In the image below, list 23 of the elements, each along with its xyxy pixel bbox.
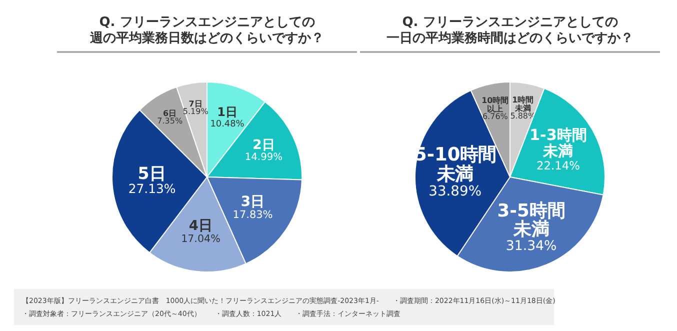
data-label: 33.89% [428, 184, 482, 200]
data-label: 10.48% [210, 119, 244, 130]
data-label: 22.14% [536, 158, 580, 172]
data-label: 31.34% [506, 239, 557, 254]
slice-label: 7日 [188, 100, 202, 109]
slice-label: 6日 [163, 109, 177, 118]
chart-title: Q. フリーランスエンジニアとしての週の平均業務日数はどのくらいですか？ [89, 14, 324, 46]
slice-label: 1時間未満 [512, 96, 534, 114]
data-label: 27.13% [128, 180, 176, 196]
data-label: 7.35% [157, 116, 183, 126]
data-label: 17.83% [232, 208, 273, 221]
data-label: 14.99% [244, 152, 283, 163]
slice-label: 3日 [240, 194, 265, 210]
slice-label: 10時間以上 [482, 96, 509, 114]
slice-label: 2日 [252, 138, 275, 153]
slice-label: 1-3時間未満 [529, 126, 587, 160]
data-label: 6.76% [482, 112, 508, 121]
slice-label: 4日 [188, 218, 213, 234]
slice-label: 5日 [138, 164, 166, 183]
chart-title: Q. フリーランスエンジニアとしての一日の平均業務時間はどのくらいですか？ [386, 14, 634, 46]
slice-label: 3-5時間未満 [497, 200, 566, 240]
data-label: 17.04% [181, 232, 221, 245]
slice-label: 1日 [217, 105, 238, 120]
